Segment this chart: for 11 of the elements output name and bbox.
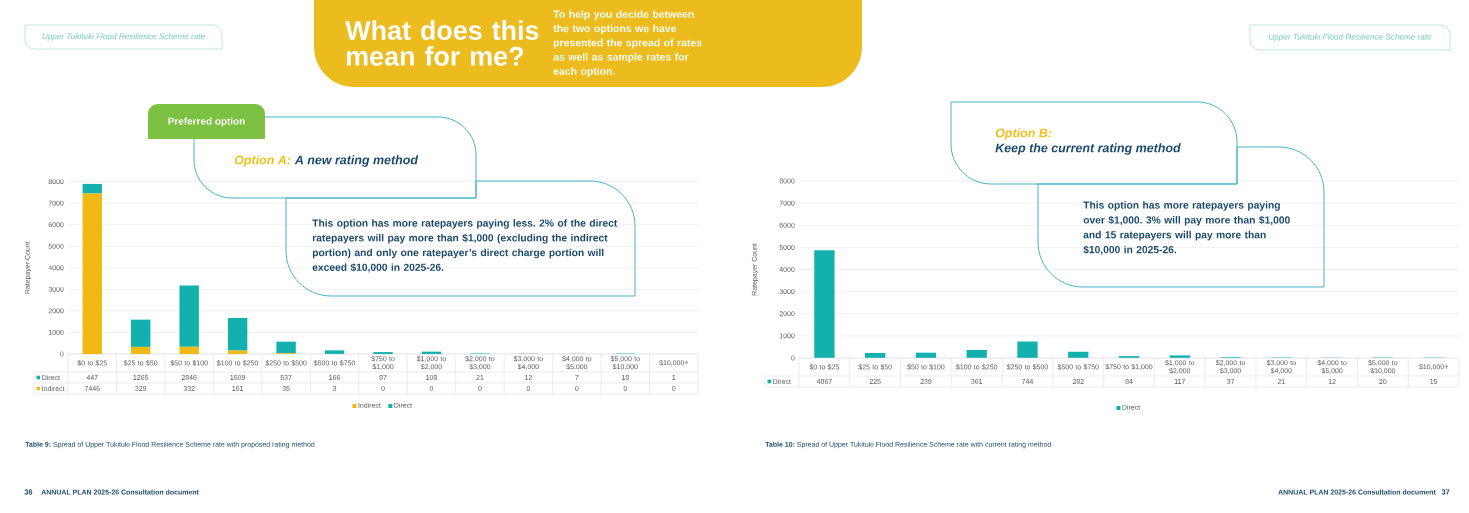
chart-subtitle: A new rating method <box>294 155 419 167</box>
annotation: This option has more ratepayers paying over $1,000. 3% will pay more than $1,000 and 15 ratepayers will pay more than $10,000 in 2025-26. <box>1083 201 1290 255</box>
text: To help you decide between the two options we have presented the spread of rates as well as sample rates for each option. <box>553 10 702 77</box>
chart-title: Option A: <box>234 155 291 167</box>
annotation: This option has more ratepayers paying less. 2% of the direct ratepayers will pay more than $1,000 (excluding the indirect portion) and only one ratepayer’s direct charge portion will exceed $10,000 in 2025-26. <box>312 219 618 273</box>
chart-title: Option B: <box>995 128 1052 140</box>
text: Preferred option <box>168 117 245 127</box>
chart-subtitle: Keep the current rating method <box>995 143 1181 155</box>
text: Upper Tukituki Flood Resilience Scheme rate <box>1268 33 1432 42</box>
text: What does this mean for me? <box>345 20 539 66</box>
text: Upper Tukituki Flood Resilience Scheme rate <box>42 33 205 41</box>
